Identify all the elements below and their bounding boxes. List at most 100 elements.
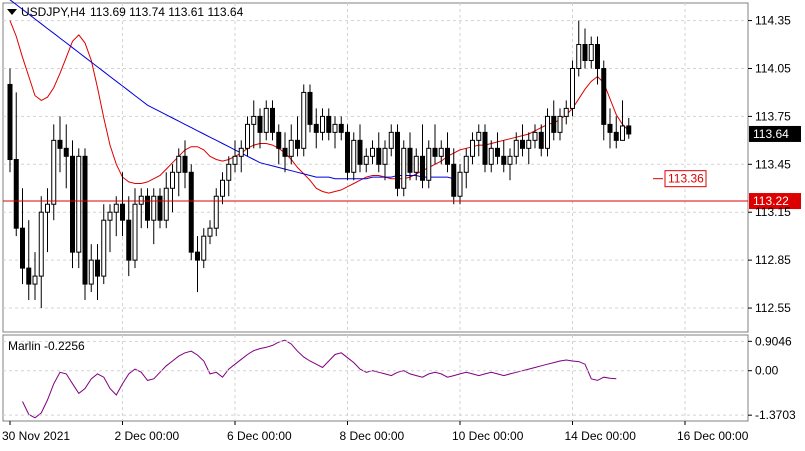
candle-body-bull bbox=[88, 259, 94, 285]
candle bbox=[70, 140, 75, 269]
candle-body-bear bbox=[601, 67, 607, 125]
price-tick-label: 112.85 bbox=[755, 253, 791, 267]
candle bbox=[407, 132, 413, 181]
candle-body-bull bbox=[545, 115, 550, 149]
candle bbox=[488, 140, 494, 173]
candle bbox=[438, 140, 444, 165]
candle-body-bear bbox=[82, 155, 88, 285]
candle-body-bear bbox=[26, 267, 32, 285]
candle bbox=[551, 100, 557, 141]
candle bbox=[213, 188, 219, 237]
price-tick-label: 112.55 bbox=[755, 301, 791, 315]
fast-ma-line bbox=[9, 20, 630, 194]
indicator-axis: 0.9046 0.00 -1.3703 bbox=[3, 334, 796, 422]
candle-body-bull bbox=[563, 107, 569, 117]
candle-body-bull bbox=[532, 131, 538, 141]
candle bbox=[307, 84, 313, 133]
candle bbox=[401, 140, 407, 197]
candle-body-bear bbox=[63, 147, 69, 157]
candle-body-bear bbox=[613, 131, 619, 141]
candle bbox=[107, 204, 113, 253]
candle-body-bull bbox=[32, 275, 38, 285]
candle-body-bear bbox=[538, 131, 544, 149]
candle-body-bear bbox=[7, 83, 13, 161]
candle-body-bear bbox=[257, 115, 263, 133]
time-tick-label: 6 Dec 00:00 bbox=[227, 429, 292, 443]
candle-body-bull bbox=[388, 131, 394, 149]
candle bbox=[513, 132, 519, 165]
candle bbox=[613, 116, 619, 149]
price-grid bbox=[3, 20, 748, 309]
candle bbox=[313, 108, 319, 149]
candle-body-bear bbox=[276, 131, 282, 149]
candle-body-bull bbox=[320, 115, 325, 133]
candle-body-bear bbox=[338, 123, 344, 133]
candle bbox=[245, 116, 250, 157]
candle-body-bull bbox=[513, 139, 519, 157]
candle-body-bear bbox=[407, 147, 413, 173]
current-price-label: 113.64 bbox=[753, 127, 789, 141]
candle bbox=[626, 117, 632, 139]
candle-body-bull bbox=[201, 235, 207, 261]
time-tick-label: 30 Nov 2021 bbox=[2, 429, 70, 443]
candle-body-bear bbox=[607, 123, 613, 133]
candle bbox=[88, 244, 94, 293]
indicator-tick-label: 0.00 bbox=[755, 364, 779, 378]
candle-body-bear bbox=[445, 147, 450, 165]
candle bbox=[232, 140, 238, 173]
candles bbox=[7, 20, 632, 309]
candle bbox=[220, 172, 225, 205]
candle-body-bear bbox=[20, 227, 25, 269]
candle bbox=[176, 148, 182, 197]
time-axis: 30 Nov 2021 2 Dec 00:00 6 Dec 00:00 8 Dec 0… bbox=[2, 421, 749, 443]
candle-body-bull bbox=[476, 131, 482, 141]
candle-body-bear bbox=[376, 147, 382, 165]
candle bbox=[451, 148, 457, 205]
candle-body-bull bbox=[251, 115, 257, 125]
levels: 113.36 113.22 bbox=[3, 170, 801, 210]
candle bbox=[101, 204, 107, 285]
candle bbox=[595, 36, 600, 85]
candle-body-bear bbox=[120, 203, 125, 221]
candle-body-bull bbox=[207, 227, 213, 237]
candle-body-bear bbox=[495, 147, 500, 157]
candle-body-bear bbox=[595, 44, 600, 69]
chart-menu-triangle-icon[interactable] bbox=[7, 9, 17, 15]
candle bbox=[51, 124, 57, 221]
candle-body-bull bbox=[238, 147, 244, 157]
price-plot-area bbox=[2, 2, 749, 333]
candle bbox=[276, 124, 282, 165]
candle-body-bull bbox=[51, 139, 57, 205]
candle bbox=[463, 148, 469, 189]
time-tick-label: 14 Dec 00:00 bbox=[565, 429, 637, 443]
candle bbox=[376, 132, 382, 173]
price-tick-label: 114.05 bbox=[755, 61, 791, 75]
candle-body-bull bbox=[557, 115, 563, 133]
candle-body-bear bbox=[551, 115, 557, 133]
candle-body-bear bbox=[188, 171, 194, 253]
candle-body-bear bbox=[282, 147, 288, 157]
candle bbox=[545, 108, 550, 157]
candle bbox=[126, 196, 132, 277]
candle bbox=[182, 140, 188, 189]
price-series bbox=[9, 0, 630, 194]
candle-body-bear bbox=[195, 251, 200, 261]
candle bbox=[113, 196, 119, 237]
candle-body-bull bbox=[176, 155, 182, 173]
candle bbox=[57, 116, 63, 173]
target-price-box bbox=[664, 170, 707, 188]
candle bbox=[370, 140, 375, 165]
candle-body-bear bbox=[345, 131, 350, 173]
candle-body-bear bbox=[432, 147, 438, 157]
candle-body-bull bbox=[588, 44, 594, 61]
candle bbox=[295, 116, 300, 157]
candle-body-bear bbox=[95, 259, 100, 277]
candle bbox=[357, 124, 363, 173]
candle-body-bull bbox=[438, 147, 444, 157]
candle-body-bull bbox=[45, 203, 50, 213]
candle bbox=[420, 124, 425, 189]
candle-body-bear bbox=[157, 195, 163, 221]
candle-body-bull bbox=[170, 171, 175, 189]
candle bbox=[95, 244, 100, 301]
